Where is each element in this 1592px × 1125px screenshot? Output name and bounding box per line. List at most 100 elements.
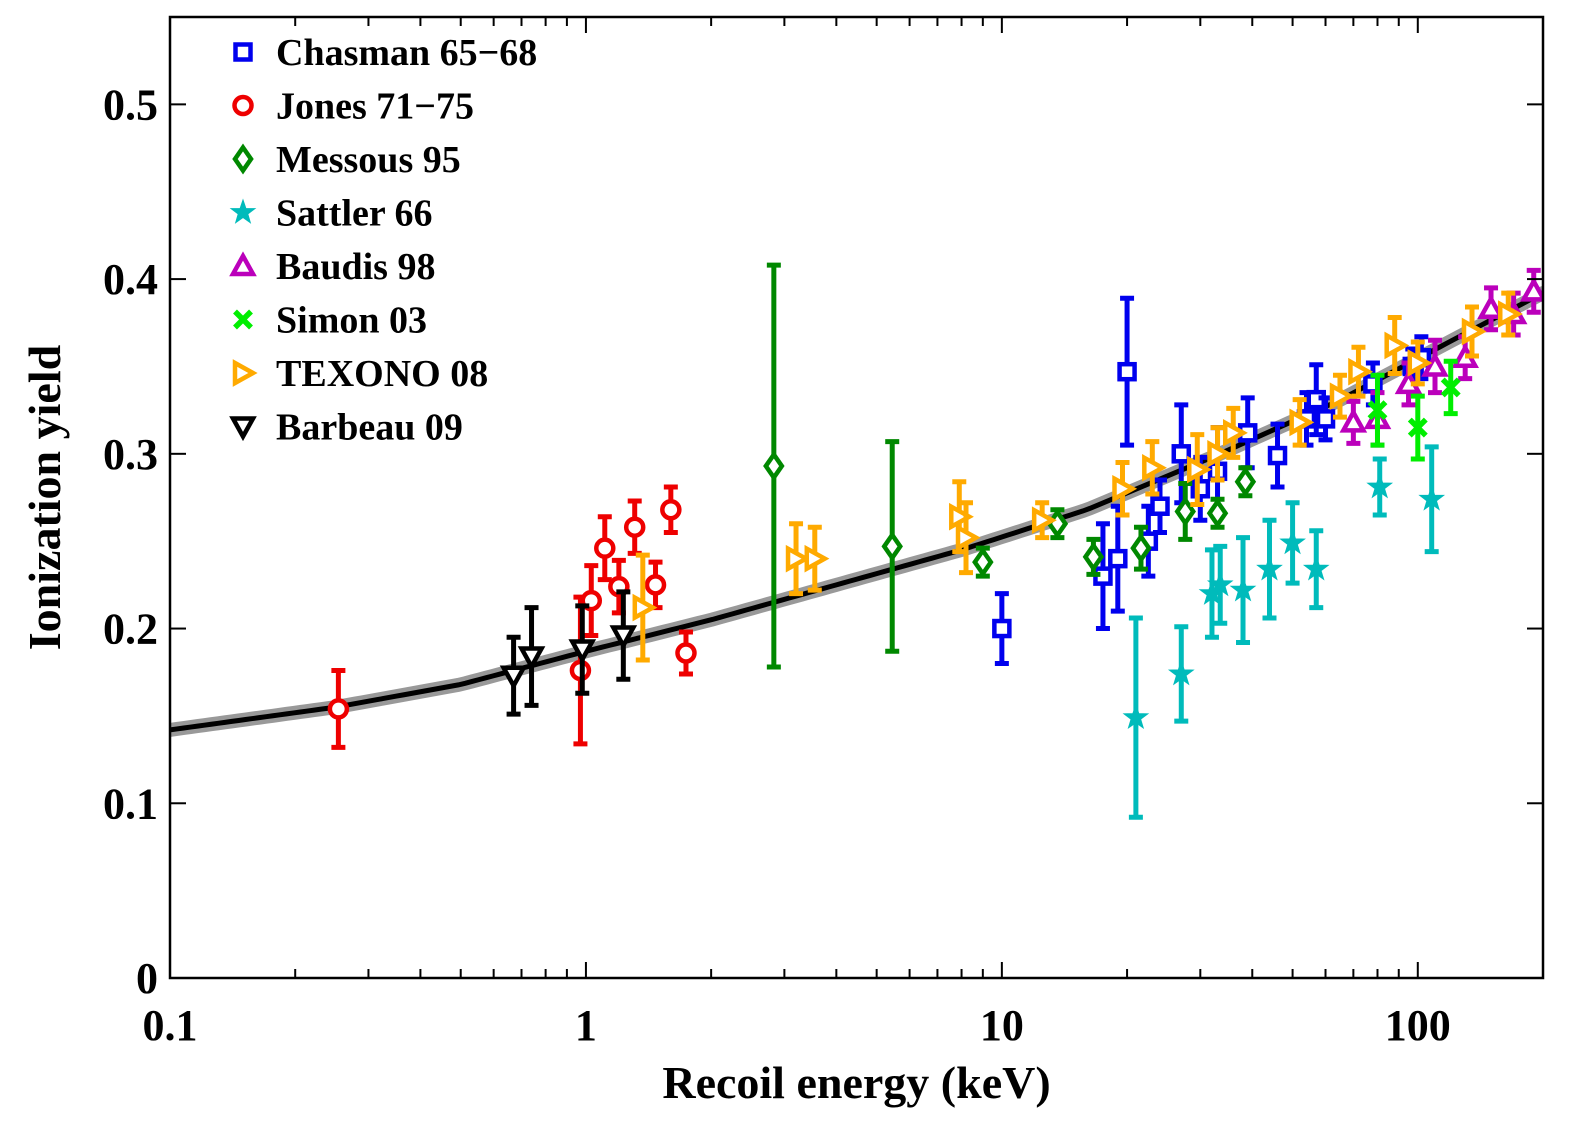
data-point: [1112, 474, 1138, 503]
data-point: [763, 450, 785, 482]
y-tick-label: 0.5: [103, 80, 158, 129]
data-point: [1229, 576, 1257, 602]
data-point: [1187, 455, 1212, 484]
data-point: [1477, 294, 1505, 320]
x-tick-label: 1: [575, 1001, 597, 1050]
data-point: [609, 625, 638, 651]
legend-entry-5: Simon 03: [233, 300, 427, 342]
data-point: [1418, 485, 1446, 511]
legend-entry-3: Sattler 66: [229, 193, 433, 235]
data-point: [1207, 439, 1233, 468]
data-point: [1174, 496, 1196, 527]
data-point: [1167, 659, 1195, 686]
data-point: [327, 698, 350, 720]
series-6: [632, 290, 1523, 663]
data-point: [1315, 409, 1336, 429]
data-point: [1206, 570, 1234, 597]
series-3: [1122, 444, 1446, 820]
x-tick-label: 100: [1385, 1001, 1451, 1050]
y-tick-label: 0.4: [103, 255, 158, 304]
legend-entry-7: Barbeau 09: [229, 407, 463, 449]
data-point: [1031, 506, 1057, 535]
legend-marker: [233, 309, 253, 330]
plot-area: [170, 262, 1543, 820]
legend-marker: [232, 359, 258, 387]
data-point: [644, 574, 667, 596]
data-point: [1367, 400, 1388, 421]
x-tick-label: 0.1: [143, 1001, 198, 1050]
legend-marker: [233, 42, 253, 62]
data-point: [1348, 357, 1374, 386]
data-point: [1498, 300, 1523, 328]
data-point: [675, 642, 697, 664]
legend-entry-2: Messous 95: [232, 139, 461, 181]
legend-label: Chasman 65−68: [276, 32, 537, 74]
data-point: [1122, 703, 1150, 730]
data-point: [1384, 331, 1410, 360]
data-point: [1421, 351, 1449, 377]
data-point: [1302, 555, 1330, 581]
data-point: [955, 523, 981, 552]
y-tick-label: 0: [136, 954, 158, 1003]
data-point: [1222, 419, 1248, 447]
legend-entry-4: Baudis 98: [229, 246, 435, 288]
data-point: [1130, 532, 1152, 564]
plot-frame: [168, 15, 1545, 980]
data-point: [1171, 444, 1192, 464]
data-point: [1256, 555, 1283, 581]
data-point: [785, 544, 811, 573]
data-point: [1289, 408, 1315, 437]
data-point: [992, 618, 1012, 639]
legend-label: Sattler 66: [276, 193, 433, 235]
legend-marker: [232, 143, 254, 175]
data-point: [1366, 472, 1394, 499]
data-point: [1329, 382, 1355, 410]
legend-label: TEXONO 08: [276, 353, 488, 395]
data-point: [1142, 453, 1167, 482]
data-point: [623, 516, 646, 538]
data-point: [1407, 349, 1433, 377]
data-point: [1150, 496, 1170, 516]
data-point: [972, 546, 994, 578]
data-point: [1279, 528, 1306, 555]
data-point: [1519, 276, 1543, 302]
data-point: [499, 665, 528, 691]
data-point: [949, 502, 974, 531]
legend-label: Messous 95: [276, 139, 461, 181]
series-0: [992, 295, 1432, 666]
data-point: [1082, 541, 1105, 573]
legend-marker: [232, 94, 254, 117]
legend-entry-0: Chasman 65−68: [233, 32, 537, 74]
data-point: [1267, 445, 1288, 466]
y-tick-label: 0.1: [103, 779, 158, 828]
series-7: [499, 589, 638, 717]
legend: Chasman 65−68 Jones 71−75 Messous 95 Sattle…: [229, 32, 537, 449]
data-point: [1234, 466, 1257, 498]
legend-entry-6: TEXONO 08: [232, 353, 488, 395]
data-point: [632, 593, 658, 622]
y-tick-label: 0.2: [103, 605, 158, 654]
legend-entry-1: Jones 71−75: [232, 86, 474, 128]
series-4: [1339, 267, 1543, 448]
data-point: [1339, 407, 1368, 433]
data-point: [1440, 377, 1461, 398]
legend-marker: [229, 198, 257, 224]
legend-label: Barbeau 09: [276, 407, 463, 449]
x-axis-label: Recoil energy (keV): [662, 1057, 1050, 1108]
data-point: [660, 498, 682, 521]
y-axis-label: Ionization yield: [19, 344, 70, 650]
data-point: [1108, 548, 1128, 569]
data-point: [594, 537, 616, 559]
legend-marker: [229, 251, 257, 277]
data-point: [1206, 497, 1229, 529]
data-point: [881, 530, 903, 562]
y-tick-label: 0.3: [103, 430, 158, 479]
data-point: [1117, 361, 1137, 382]
legend-label: Baudis 98: [276, 246, 435, 288]
legend-label: Jones 71−75: [276, 86, 474, 128]
legend-marker: [229, 416, 257, 442]
x-tick-label: 10: [980, 1001, 1024, 1050]
